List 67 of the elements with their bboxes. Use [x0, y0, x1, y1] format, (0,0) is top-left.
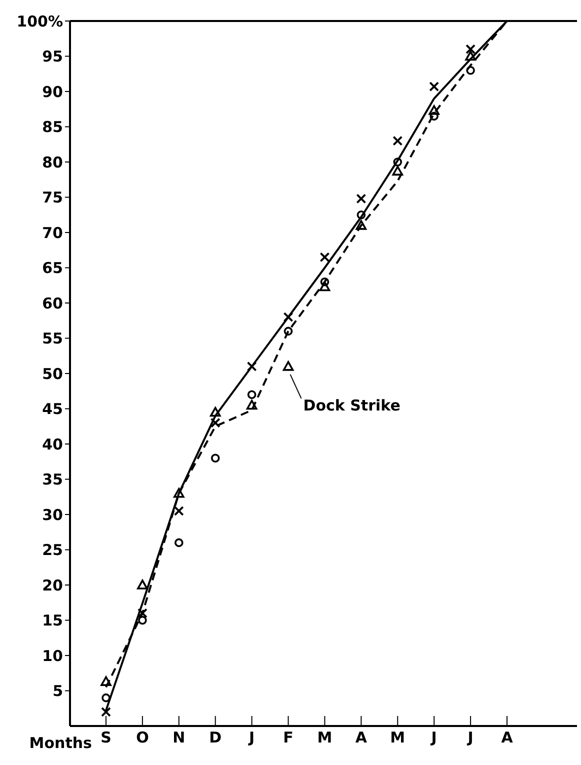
- y-tick-label: 70: [42, 224, 63, 242]
- y-tick-label: 65: [42, 259, 63, 278]
- x-tick-label: M: [390, 728, 406, 747]
- x-tick-label: J: [466, 728, 474, 747]
- point: [210, 454, 220, 462]
- point: [210, 406, 221, 417]
- y-tick-label: 5: [52, 682, 63, 700]
- y-tick-label: 80: [42, 153, 63, 172]
- point: [137, 580, 148, 590]
- point: [356, 220, 367, 230]
- y-tick-label: 30: [42, 506, 63, 524]
- point: [319, 281, 330, 292]
- point: [210, 418, 220, 428]
- point: [284, 326, 293, 336]
- point: [174, 506, 184, 516]
- y-tick-label: 20: [42, 576, 63, 594]
- y-tick-label: 75: [42, 188, 63, 207]
- y-tick-label: 100%: [16, 12, 63, 30]
- y-tick-label: 10: [42, 646, 63, 665]
- y-tick-label: 85: [42, 118, 63, 136]
- point: [282, 361, 294, 371]
- annotation: Dock Strike: [303, 396, 400, 414]
- point: [137, 608, 148, 618]
- x-tick-label: S: [100, 728, 112, 747]
- y-tick-label: 15: [42, 612, 63, 630]
- y-tick-label: 35: [42, 470, 63, 489]
- point: [466, 66, 475, 75]
- y-tick-label: 60: [42, 294, 63, 312]
- point: [246, 361, 257, 372]
- x-tick-label: A: [501, 728, 514, 747]
- point: [283, 312, 294, 322]
- x-tick-label: D: [209, 728, 222, 747]
- y-tick-label: 95: [42, 48, 63, 66]
- point: [356, 194, 366, 204]
- point: [465, 50, 476, 61]
- point: [174, 538, 184, 548]
- point: [356, 210, 366, 220]
- point: [393, 158, 402, 166]
- x-tick-label: F: [283, 728, 294, 747]
- point: [430, 112, 438, 121]
- y-tick-label: 25: [42, 541, 63, 560]
- x-tick-label: J: [430, 728, 437, 747]
- point: [101, 706, 111, 717]
- y-tick-label: 40: [42, 435, 63, 454]
- point: [138, 616, 147, 625]
- x-tick-label: O: [136, 728, 149, 747]
- point: [320, 277, 330, 286]
- point: [174, 488, 184, 498]
- y-tick-label: 45: [42, 400, 63, 418]
- point: [246, 400, 258, 410]
- x-tick-label: A: [355, 728, 368, 747]
- point: [320, 252, 330, 262]
- y-tick-label: 90: [42, 82, 63, 101]
- x-tick-label: N: [172, 728, 186, 747]
- y-tick-label: 55: [42, 330, 63, 348]
- y-tick-label: 50: [42, 364, 63, 383]
- point: [102, 693, 110, 702]
- point: [100, 676, 112, 686]
- point: [429, 82, 440, 92]
- point: [392, 166, 404, 176]
- x-axis-title: Months: [29, 734, 92, 752]
- x-tick-label: J: [248, 728, 255, 747]
- point: [247, 390, 256, 400]
- point: [392, 136, 403, 146]
- x-tick-label: M: [317, 728, 332, 747]
- point: [466, 44, 476, 54]
- point: [428, 105, 440, 115]
